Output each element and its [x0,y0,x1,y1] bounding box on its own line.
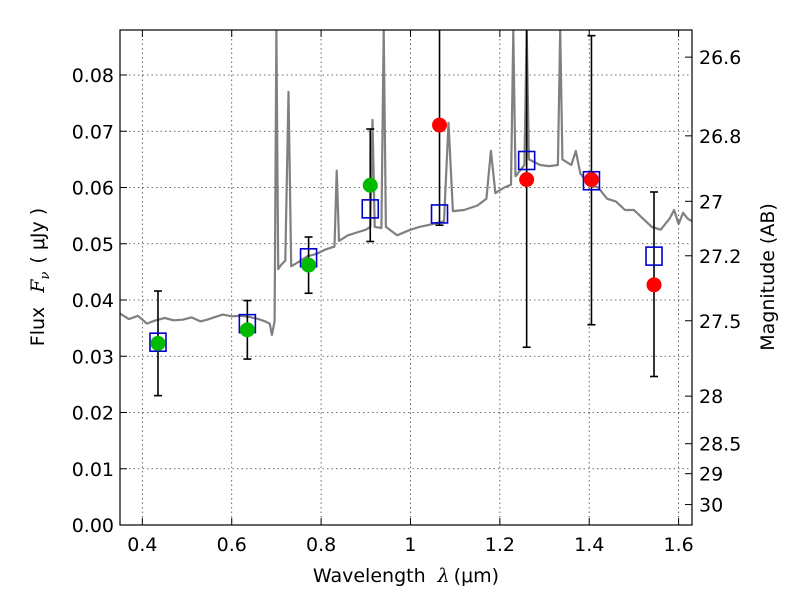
optical-detection-point [301,257,317,273]
right-tick-label: 27.5 [699,311,741,333]
right-axis-label: Magnitude (AB) [757,203,779,351]
x-tick-label: 1.4 [574,534,604,556]
x-tick-label: 0.4 [127,534,157,556]
spectrum-line [120,30,692,336]
y-tick-label: 0.04 [72,290,114,312]
x-tick-label: 0.6 [217,534,247,556]
x-tick-label: 1 [404,534,416,556]
model-point [582,170,601,191]
model-point [361,199,380,219]
y-axis-label: FluxFν( μJy ) [27,208,53,346]
y-tick-label: 0.03 [72,346,114,368]
x-tick-label: 1.2 [485,534,515,556]
y-axis-ticks: 0.00 0.01 0.02 0.03 0.04 0.05 0.06 0.07 0.08 [72,65,127,537]
ir-detection-point [519,172,535,188]
right-tick-label: 27 [699,191,723,213]
x-tick-label: 1.6 [663,534,693,556]
right-tick-label: 27.2 [699,246,741,268]
right-tick-label: 28.5 [699,434,741,456]
model-series [149,150,663,352]
right-tick-label: 26.8 [699,126,741,148]
y-tick-label: 0.00 [72,515,114,537]
right-tick-label: 29 [699,464,723,486]
x-axis-label: Wavelength λ (μm) [313,565,499,587]
y-tick-label: 0.07 [72,121,114,143]
right-tick-label: 30 [699,495,723,517]
grid-lines [120,30,692,525]
model-point [430,204,449,224]
y-tick-label: 0.06 [72,178,114,200]
y-tick-label: 0.08 [72,65,114,87]
spectrum-series [120,30,692,336]
model-point [517,150,536,171]
ir-detection-point [646,277,662,293]
right-axis-ticks: 26.6 26.8 27 27.2 27.5 28 28.5 29 30 [685,47,741,517]
ir-detection-point [432,117,448,133]
optical-detection-point [362,177,378,193]
optical-detection-point [239,322,255,338]
y-tick-label: 0.05 [72,234,114,256]
error-bars [153,30,659,397]
right-tick-label: 26.6 [699,47,741,69]
detection-series [150,117,662,351]
ir-detection-point [583,172,599,188]
y-tick-label: 0.02 [72,403,114,425]
x-axis-ticks: 0.4 0.6 0.8 1 1.2 1.4 1.6 [127,30,694,556]
plot-frame [119,29,693,526]
model-point [149,332,167,352]
model-point [645,246,663,266]
y-tick-label: 0.01 [72,459,114,481]
x-tick-label: 0.8 [306,534,336,556]
right-tick-label: 28 [699,386,723,408]
optical-detection-point [150,335,166,351]
